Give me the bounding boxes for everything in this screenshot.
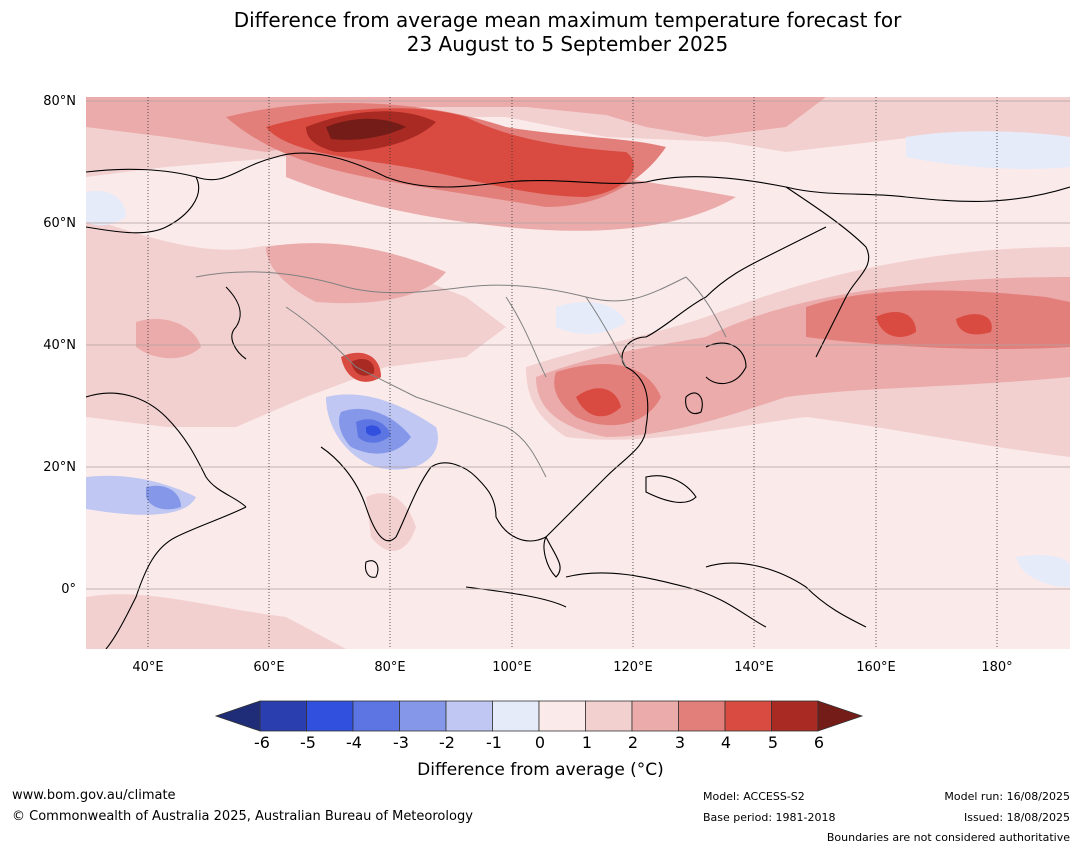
colorbar-tick: 6 (813, 733, 825, 752)
colorbar-cell (724, 700, 772, 732)
cold-band-pacific-south (1016, 555, 1070, 587)
anomaly-band-kazakhstan (266, 243, 446, 304)
colorbar-cell (399, 700, 447, 732)
colorbar-cell (445, 700, 493, 732)
colorbar-cell (492, 700, 540, 732)
anomaly-band-pacific-4b (956, 314, 992, 335)
colorbar-tick: 4 (720, 733, 732, 752)
colorbar-tick: 0 (534, 733, 546, 752)
colorbar-tick: 2 (627, 733, 639, 752)
anomaly-band-siberia-6 (326, 118, 406, 140)
cold-band-arabia (86, 475, 196, 515)
lat-label-20n: 20°N (43, 460, 76, 475)
colorbar-tick: -6 (254, 733, 270, 752)
lat-label-60n: 60°N (43, 216, 76, 231)
colorbar-extend-high (817, 700, 864, 732)
lon-label-180: 180° (981, 660, 1013, 675)
lon-label-80e: 80°E (374, 660, 406, 675)
title-line-2: 23 August to 5 September 2025 (406, 32, 729, 56)
colorbar-tick: -2 (439, 733, 455, 752)
cold-band-arctic (906, 131, 1070, 169)
anomaly-band-pacific-4a (876, 312, 916, 337)
forecast-map (86, 97, 1070, 649)
latitude-lines (86, 100, 1070, 590)
colorbar-cell (678, 700, 726, 732)
colorbar-tick: -3 (393, 733, 409, 752)
footer-url[interactable]: www.bom.gov.au/climate (12, 788, 176, 803)
anomaly-band-china-4 (576, 388, 621, 417)
colorbar-tick: -1 (486, 733, 502, 752)
colorbar-tick: 1 (581, 733, 593, 752)
country-borders (195, 271, 727, 478)
title-line-1: Difference from average mean maximum tem… (233, 8, 902, 32)
footer-disclaimer: Boundaries are not considered authoritat… (826, 831, 1070, 844)
anomaly-field (86, 97, 1070, 649)
footer-base-period: Base period: 1981-2018 (703, 811, 836, 824)
colorbar-cell (631, 700, 679, 732)
footer-model: Model: ACCESS-S2 (703, 790, 805, 803)
anomaly-band-pacific-3 (806, 290, 1070, 349)
lon-label-60e: 60°E (253, 660, 285, 675)
anomaly-band-central-asia (86, 217, 506, 427)
lat-label-0: 0° (61, 582, 76, 597)
anomaly-band-africa (86, 594, 346, 649)
anomaly-band-caspian (136, 318, 201, 359)
colorbar-tick: 3 (674, 733, 686, 752)
anomaly-band-india-south (366, 493, 416, 551)
longitude-lines (147, 97, 998, 649)
lat-label-40n: 40°N (43, 338, 76, 353)
colorbar-label: Difference from average (°C) (417, 760, 664, 780)
colorbar-tick: -4 (346, 733, 362, 752)
lon-label-100e: 100°E (492, 660, 532, 675)
colorbar-cell (259, 700, 307, 732)
cold-band-scandinavia (86, 190, 126, 226)
lat-label-80n: 80°N (43, 94, 76, 109)
footer-model-run: Model run: 16/08/2025 (944, 790, 1070, 803)
lon-label-140e: 140°E (734, 660, 774, 675)
colorbar-tick: 5 (767, 733, 779, 752)
lon-label-160e: 160°E (856, 660, 896, 675)
colorbar (214, 700, 864, 732)
colorbar-tick: -5 (300, 733, 316, 752)
lon-label-40e: 40°E (132, 660, 164, 675)
colorbar-extend-low (214, 700, 261, 732)
map-title: Difference from average mean maximum tem… (0, 8, 1081, 56)
footer-issued: Issued: 18/08/2025 (963, 811, 1070, 824)
lon-label-120e: 120°E (613, 660, 653, 675)
cold-band-arabia-2 (146, 485, 181, 510)
colorbar-cell (771, 700, 819, 732)
colorbar-cell (306, 700, 354, 732)
cold-band-mongolia (556, 302, 626, 334)
colorbar-cell (538, 700, 586, 732)
cold-band-india-4 (366, 425, 381, 436)
colorbar-cell (585, 700, 633, 732)
footer-copyright: © Commonwealth of Australia 2025, Austra… (12, 809, 473, 824)
anomaly-band-himalaya-5 (351, 359, 375, 376)
colorbar-cell (352, 700, 400, 732)
